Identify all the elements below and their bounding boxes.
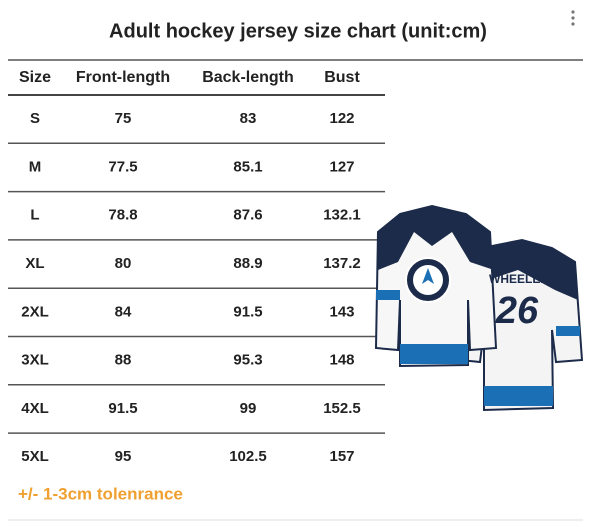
column-header: Back-length [202, 69, 294, 86]
measure-cell: 84 [115, 303, 132, 320]
measure-cell: 132.1 [323, 207, 361, 224]
measure-cell: 91.5 [108, 400, 137, 417]
menu-dots[interactable] [571, 10, 575, 26]
jersey-front-stripe [400, 344, 468, 364]
measure-cell: 99 [240, 400, 257, 417]
title: Adult hockey jersey size chart (unit:cm) [109, 20, 487, 42]
jersey-number: 26 [495, 290, 539, 332]
dot [571, 10, 575, 14]
measure-cell: 88 [115, 352, 132, 369]
measure-cell: 152.5 [323, 400, 361, 417]
size-cell: 2XL [21, 303, 49, 320]
measure-cell: 137.2 [323, 255, 361, 272]
measure-cell: 95 [115, 448, 132, 465]
column-header: Bust [324, 69, 360, 86]
size-table: Size Front-length Back-length Bust S 75 83 122 M… [8, 69, 385, 465]
measure-cell: 77.5 [108, 158, 137, 175]
measure-cell: 91.5 [233, 303, 262, 320]
tolerance-note: +/- 1-3cm tolenrance [18, 484, 183, 503]
measure-cell: 102.5 [229, 448, 267, 465]
column-header: Front-length [76, 69, 170, 86]
jersey-name: WHEELER [489, 272, 549, 286]
measure-cell: 83 [240, 110, 257, 127]
size-cell: S [30, 110, 40, 127]
size-cell: M [29, 158, 42, 175]
jersey-back-stripe [484, 386, 553, 406]
measure-cell: 95.3 [233, 352, 262, 369]
size-cell: 5XL [21, 448, 49, 465]
size-cell: 3XL [21, 352, 49, 369]
jersey-image: WHEELER 26 [374, 204, 584, 412]
measure-cell: 87.6 [233, 207, 262, 224]
dot [571, 22, 575, 26]
measure-cell: 143 [329, 303, 354, 320]
measure-cell: 80 [115, 255, 132, 272]
sleeve-stripe [556, 326, 580, 336]
sleeve-stripe [376, 290, 400, 300]
measure-cell: 122 [329, 110, 354, 127]
measure-cell: 148 [329, 352, 354, 369]
measure-cell: 75 [115, 110, 132, 127]
measure-cell: 127 [329, 158, 354, 175]
dot [571, 16, 575, 20]
measure-cell: 78.8 [108, 207, 137, 224]
measure-cell: 157 [329, 448, 354, 465]
measure-cell: 88.9 [233, 255, 262, 272]
size-cell: XL [25, 255, 44, 272]
measure-cell: 85.1 [233, 158, 262, 175]
size-cell: 4XL [21, 400, 49, 417]
column-header: Size [19, 69, 51, 86]
jersey-front-yoke [378, 206, 494, 270]
size-cell: L [30, 207, 39, 224]
jersey-logo-plane [422, 268, 434, 284]
